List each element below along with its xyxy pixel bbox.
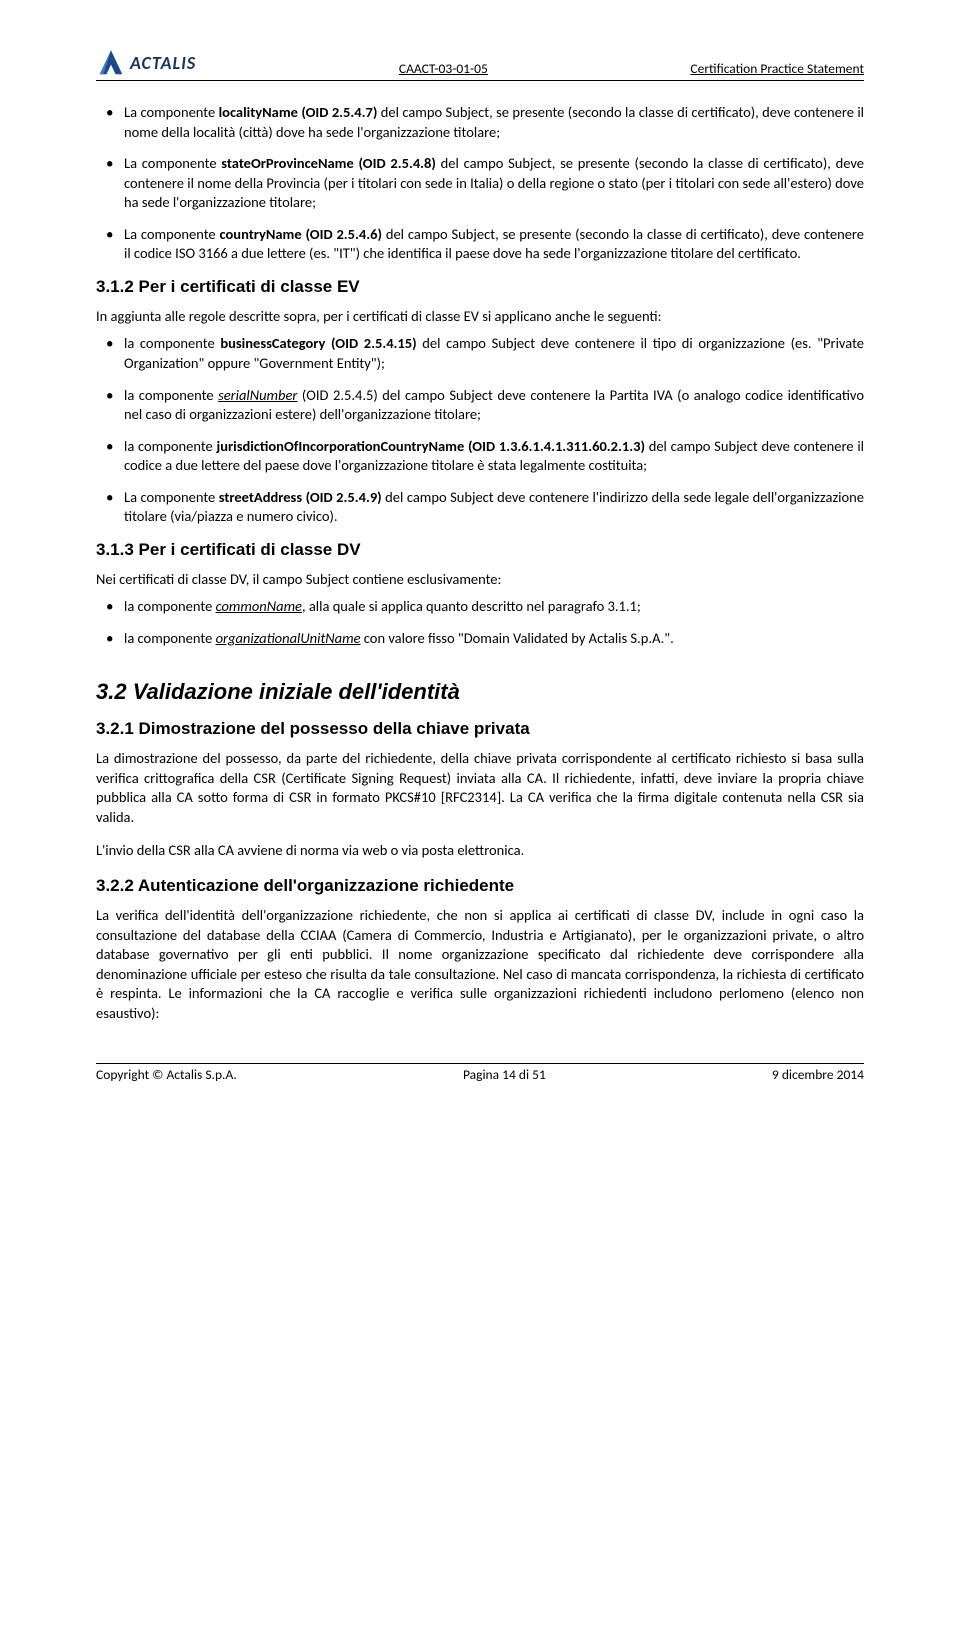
actalis-logo-icon — [96, 48, 126, 78]
doc-code: CAACT-03-01-05 — [399, 60, 488, 78]
intro-313: Nei certificati di classe DV, il campo S… — [96, 570, 864, 590]
list-item: la componente serialNumber (OID 2.5.4.5)… — [124, 386, 864, 425]
footer-date: 9 dicembre 2014 — [772, 1066, 864, 1084]
brand-name: ACTALIS — [130, 51, 196, 75]
bullet-list-top: La componente localityName (OID 2.5.4.7)… — [96, 103, 864, 264]
bullet-list-312: la componente businessCategory (OID 2.5.… — [96, 334, 864, 527]
doc-title: Certification Practice Statement — [690, 60, 864, 78]
list-item: La componente streetAddress (OID 2.5.4.9… — [124, 488, 864, 527]
heading-32: 3.2 Validazione iniziale dell'identità — [96, 677, 864, 707]
heading-313: 3.1.3 Per i certificati di classe DV — [96, 539, 864, 562]
heading-322: 3.2.2 Autenticazione dell'organizzazione… — [96, 875, 864, 898]
list-item: la componente organizationalUnitName con… — [124, 629, 864, 649]
page-footer: Copyright © Actalis S.p.A. Pagina 14 di … — [96, 1063, 864, 1084]
footer-page: Pagina 14 di 51 — [463, 1066, 546, 1084]
page-header: ACTALIS CAACT-03-01-05 Certification Pra… — [96, 48, 864, 81]
list-item: la componente commonName, alla quale si … — [124, 597, 864, 617]
para-322-1: La verifica dell'identità dell'organizza… — [96, 906, 864, 1023]
list-item: la componente businessCategory (OID 2.5.… — [124, 334, 864, 373]
heading-312: 3.1.2 Per i certificati di classe EV — [96, 276, 864, 299]
para-321-1: La dimostrazione del possesso, da parte … — [96, 749, 864, 827]
list-item: La componente countryName (OID 2.5.4.6) … — [124, 225, 864, 264]
list-item: La componente localityName (OID 2.5.4.7)… — [124, 103, 864, 142]
list-item: la componente jurisdictionOfIncorporatio… — [124, 437, 864, 476]
para-321-2: L'invio della CSR alla CA avviene di nor… — [96, 841, 864, 861]
bullet-list-313: la componente commonName, alla quale si … — [96, 597, 864, 648]
list-item: La componente stateOrProvinceName (OID 2… — [124, 154, 864, 213]
intro-312: In aggiunta alle regole descritte sopra,… — [96, 307, 864, 327]
heading-321: 3.2.1 Dimostrazione del possesso della c… — [96, 718, 864, 741]
brand-logo: ACTALIS — [96, 48, 196, 78]
footer-copyright: Copyright © Actalis S.p.A. — [96, 1066, 237, 1084]
